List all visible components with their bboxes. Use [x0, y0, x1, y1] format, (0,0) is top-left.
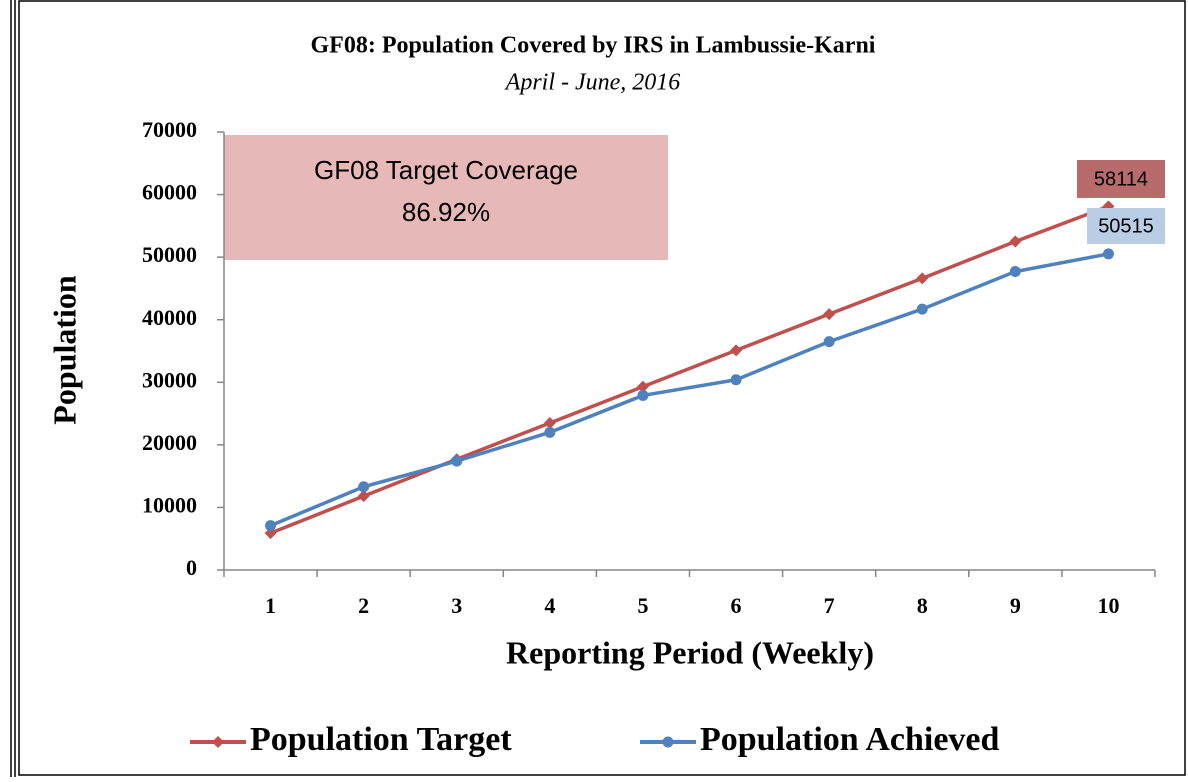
annotation-value: 86.92% [402, 197, 490, 227]
point [1009, 235, 1022, 248]
data-label: 50515 [1098, 215, 1154, 237]
annotation-box [224, 135, 668, 260]
annotation-title: GF08 Target Coverage [314, 155, 578, 185]
point [451, 455, 463, 467]
y-axis-title: Population [46, 275, 82, 425]
y-tick-label: 0 [186, 555, 197, 580]
point [823, 308, 836, 321]
x-tick-label: 7 [824, 593, 835, 618]
x-axis-title: Reporting Period (Weekly) [506, 634, 874, 670]
point [1009, 266, 1021, 278]
chart-subtitle: April - June, 2016 [504, 70, 681, 96]
point [212, 736, 224, 748]
x-tick-label: 5 [637, 593, 648, 618]
data-label-box [1087, 208, 1165, 244]
data-label-box [1077, 160, 1165, 198]
x-tick-label: 6 [731, 593, 742, 618]
point [544, 426, 556, 438]
point [637, 389, 649, 401]
y-tick-label: 50000 [142, 242, 197, 267]
point [730, 344, 743, 357]
point [823, 336, 835, 348]
point [662, 736, 674, 748]
point [358, 481, 370, 493]
point [730, 374, 742, 386]
x-tick-label: 8 [917, 593, 928, 618]
x-tick-label: 1 [265, 593, 276, 618]
chart-title: GF08: Population Covered by IRS in Lambu… [311, 33, 876, 59]
series-line [269, 252, 1109, 528]
legend-label: Population Target [250, 721, 512, 758]
y-tick-label: 40000 [142, 305, 197, 330]
point [916, 303, 928, 315]
x-tick-label: 4 [544, 593, 555, 618]
frame [18, 0, 1186, 776]
y-tick-label: 20000 [142, 430, 197, 455]
point [916, 272, 929, 285]
x-tick-label: 3 [451, 593, 462, 618]
x-tick-label: 9 [1010, 593, 1021, 618]
x-tick-label: 10 [1097, 593, 1119, 618]
series-line [269, 204, 1110, 535]
y-tick-label: 10000 [142, 492, 197, 517]
y-tick-label: 60000 [142, 180, 197, 205]
y-tick-label: 30000 [142, 367, 197, 392]
point [265, 520, 277, 532]
point [357, 490, 370, 503]
data-label: 58114 [1094, 168, 1148, 190]
point [636, 380, 649, 393]
legend-label: Population Achieved [700, 721, 1000, 758]
y-tick-label: 70000 [142, 117, 197, 142]
x-tick-label: 2 [358, 593, 369, 618]
point [1102, 248, 1114, 260]
point [543, 416, 556, 429]
